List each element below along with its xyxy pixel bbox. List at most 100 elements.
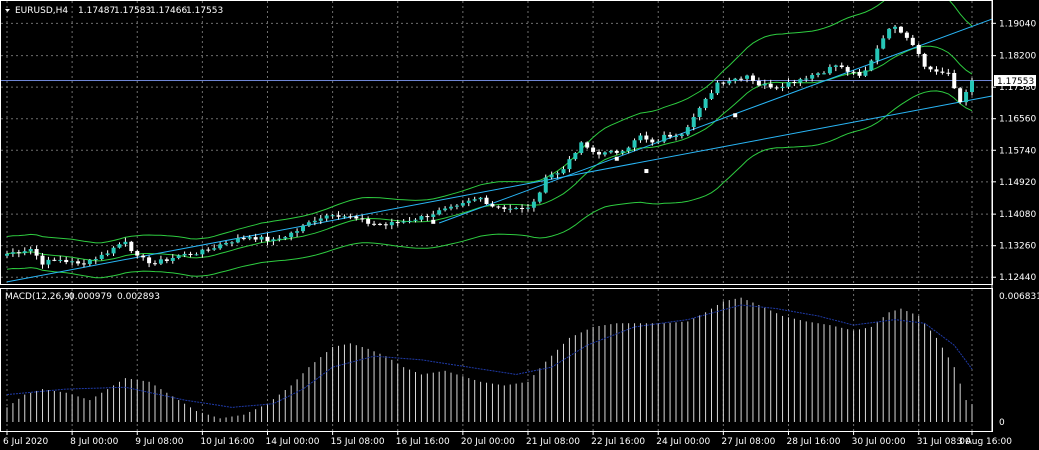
candle-body: [934, 69, 939, 72]
candle-body: [111, 247, 116, 254]
candle-body: [626, 147, 631, 152]
dropdown-triangle-icon[interactable]: [5, 9, 10, 12]
macd-zero-label: 0: [999, 418, 1005, 428]
candle-body: [863, 70, 868, 76]
candle-body: [537, 192, 542, 202]
candle-body: [58, 259, 63, 261]
time-tick-label: 15 Jul 08:00: [331, 437, 385, 447]
candle-body: [141, 255, 146, 258]
candle-body: [235, 238, 240, 243]
candle-body: [16, 252, 21, 254]
candle-body: [970, 80, 974, 93]
candle-body: [525, 207, 530, 209]
time-tick-label: 24 Jul 00:00: [656, 437, 710, 447]
time-tick-label: 21 Jul 08:00: [526, 437, 580, 447]
candlesticks: [5, 24, 974, 269]
candle-body: [46, 259, 51, 265]
candle-body: [218, 244, 223, 249]
candle-body: [650, 139, 655, 143]
candle-body: [354, 216, 359, 219]
candle-body: [792, 81, 797, 83]
candle-body: [898, 26, 903, 33]
candle-body: [34, 249, 39, 256]
time-tick-label: 27 Jul 08:00: [721, 437, 775, 447]
candle-body: [768, 83, 773, 88]
candle-body: [597, 151, 602, 155]
candle-body: [585, 142, 590, 148]
candle-body: [946, 72, 951, 74]
price-tick-label: 1.15740: [999, 146, 1036, 156]
time-tick-label: 10 Jul 16:00: [200, 437, 254, 447]
candle-body: [484, 197, 489, 205]
candle-body: [893, 26, 898, 29]
candle-body: [93, 259, 98, 261]
candle-body: [431, 214, 436, 217]
price-tick-label: 1.19040: [999, 19, 1036, 29]
candle-body: [117, 244, 122, 248]
macd-main-value: 0.000979: [69, 292, 112, 302]
trendline-anchor-point: [644, 169, 649, 174]
price-tick-label: 1.17380: [999, 83, 1036, 93]
candle-body: [348, 216, 353, 218]
candle-body: [413, 219, 418, 221]
trendlines: [6, 18, 993, 283]
candle-body: [780, 86, 785, 88]
open-value: 1.17487: [78, 6, 115, 16]
candle-body: [129, 241, 134, 252]
candle-body: [602, 152, 607, 155]
candle-body: [460, 203, 465, 206]
candle-body: [916, 44, 921, 54]
price-panel-frame: [0, 0, 993, 285]
close-value: 1.17553: [186, 6, 223, 16]
candle-body: [318, 218, 323, 221]
candle-body: [756, 80, 761, 86]
candle-body: [591, 147, 596, 152]
candle-body: [52, 259, 57, 261]
trendline: [6, 95, 993, 283]
candle-body: [5, 253, 9, 256]
candle-body: [265, 236, 270, 242]
bollinger-lower-line: [6, 90, 973, 279]
candle-body: [549, 174, 554, 178]
time-tick-label: 30 Jul 00:00: [852, 437, 906, 447]
candle-body: [543, 177, 548, 193]
candle-body: [561, 169, 566, 174]
candle-body: [176, 255, 181, 258]
candle-body: [28, 249, 33, 252]
candle-body: [644, 135, 649, 140]
candle-body: [520, 208, 525, 210]
candle-body: [206, 249, 211, 251]
candle-body: [401, 221, 406, 223]
candle-body: [271, 239, 276, 242]
candle-body: [99, 254, 104, 260]
macd-panel-frame: [0, 288, 993, 432]
candle-body: [845, 67, 850, 72]
candle-body: [188, 253, 193, 255]
candle-body: [608, 150, 613, 153]
candle-body: [247, 237, 252, 239]
candle-body: [727, 81, 732, 84]
candle-body: [745, 75, 750, 79]
candle-body: [774, 87, 779, 89]
price-tag-box: [994, 75, 1036, 87]
candle-body: [295, 231, 300, 233]
candle-body: [229, 242, 234, 244]
candle-body: [685, 127, 690, 135]
candle-body: [170, 257, 175, 261]
candle-body: [466, 200, 471, 204]
candle-body: [253, 237, 258, 240]
candle-body: [567, 159, 572, 170]
candle-body: [881, 38, 886, 49]
candle-body: [514, 208, 519, 210]
candle-body: [887, 28, 892, 39]
candle-body: [419, 216, 424, 220]
candle-body: [638, 135, 643, 141]
candle-body: [224, 243, 229, 245]
candle-body: [762, 83, 767, 86]
candle-body: [614, 150, 619, 153]
candle-body: [490, 204, 495, 207]
price-tick-label: 1.14080: [999, 210, 1036, 220]
candle-body: [454, 205, 459, 207]
trendline-anchor-point: [614, 156, 619, 161]
